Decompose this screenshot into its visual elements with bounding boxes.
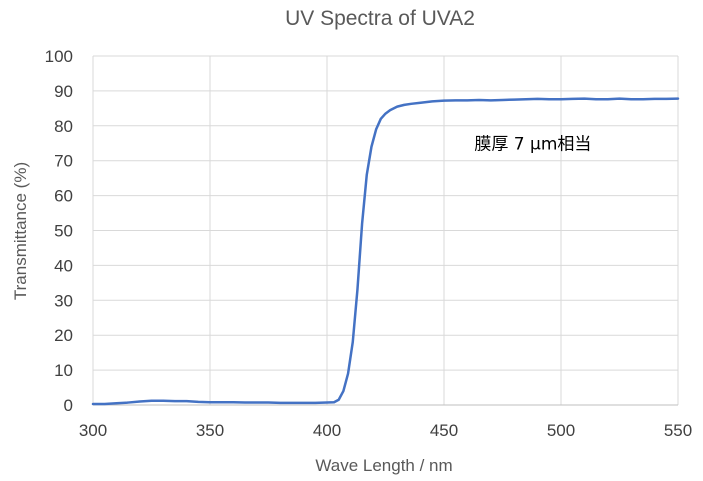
y-tick-label: 80 xyxy=(54,117,73,136)
y-tick-label: 10 xyxy=(54,361,73,380)
series-line-0 xyxy=(91,97,680,406)
x-tick-label: 500 xyxy=(547,421,575,440)
y-tick-label: 30 xyxy=(54,291,73,310)
x-tick-label: 300 xyxy=(79,421,107,440)
x-axis-label: Wave Length / nm xyxy=(315,456,452,475)
tick-labels: 0 10 20 30 40 50 60 70 80 90 100 300 350 400 450 500 550 xyxy=(45,47,693,440)
x-tick-label: 350 xyxy=(196,421,224,440)
y-tick-label: 20 xyxy=(54,326,73,345)
y-tick-label: 100 xyxy=(45,47,73,66)
annotation-thickness: 膜厚 7 µm相当 xyxy=(474,134,591,154)
y-tick-label: 70 xyxy=(54,152,73,171)
x-tick-label: 550 xyxy=(664,421,692,440)
y-axis-label: Transmittance (%) xyxy=(11,162,30,300)
y-tick-label: 60 xyxy=(54,187,73,206)
x-tick-label: 450 xyxy=(430,421,458,440)
series xyxy=(91,97,680,406)
y-tick-label: 0 xyxy=(64,396,73,415)
chart-title: UV Spectra of UVA2 xyxy=(285,7,475,30)
grid xyxy=(92,55,679,406)
y-tick-label: 40 xyxy=(54,256,73,275)
y-tick-label: 50 xyxy=(54,222,73,241)
y-tick-label: 90 xyxy=(54,82,73,101)
x-tick-label: 400 xyxy=(313,421,341,440)
